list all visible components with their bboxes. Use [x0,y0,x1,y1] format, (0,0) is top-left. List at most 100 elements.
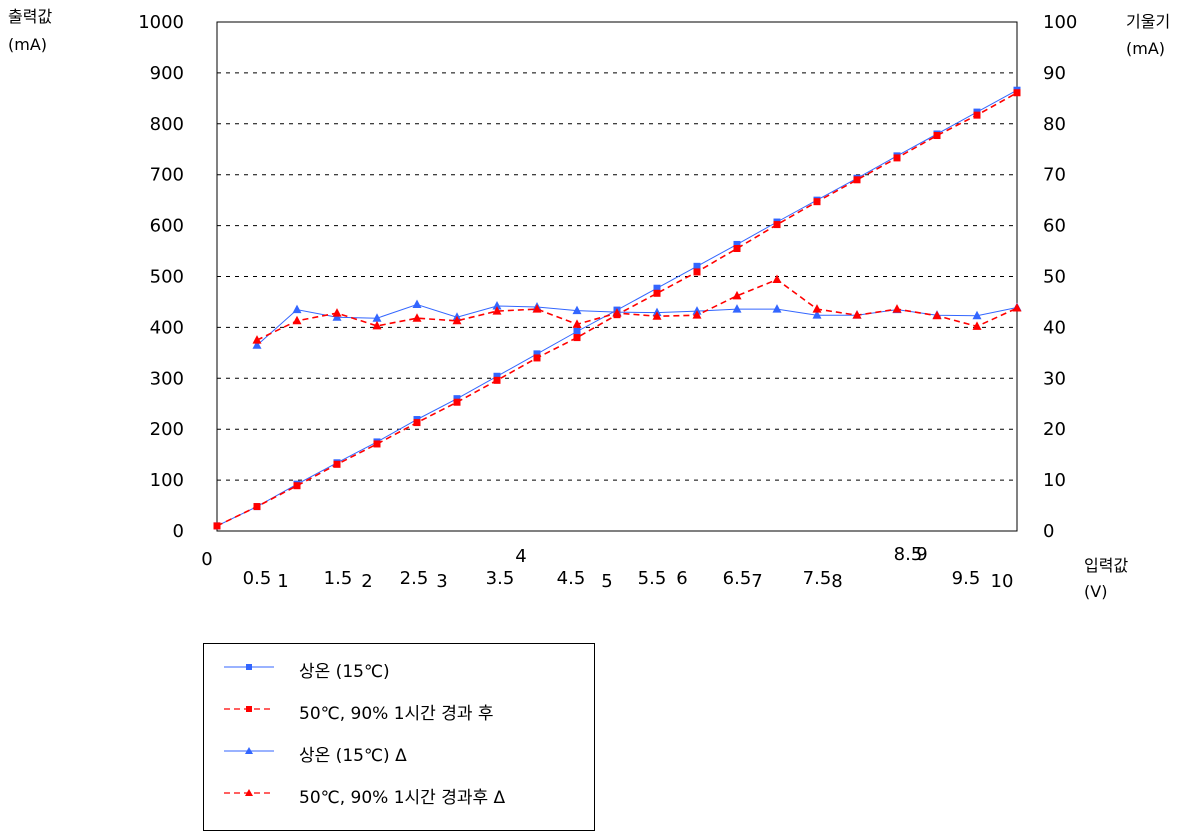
data-point [293,482,301,490]
legend-label: 상온 (15℃) Δ [299,746,407,766]
data-point [733,240,741,248]
series-line [256,303,1018,346]
data-point [893,154,901,162]
data-point [693,262,701,270]
left-tick-label: 800 [150,114,184,135]
series-layer [213,86,1022,530]
legend-item: 50℃, 90% 1시간 경과 후 [204,697,594,724]
right-tick-label: 60 [1043,216,1066,237]
data-point [1012,303,1022,312]
legend-item: 상온 (15℃) Δ [204,739,594,766]
left-tick-label: 100 [150,470,184,491]
data-point [412,299,422,308]
data-point [732,290,742,300]
x-tick-label: 6.5 [723,568,752,589]
series-3 [252,274,1022,344]
left-tick-label: 500 [150,267,184,288]
right-tick-label: 30 [1043,368,1066,389]
left-tick-label: 300 [150,368,184,389]
x-tick-label: 10 [991,571,1014,592]
data-point [733,245,741,253]
legend-swatch-icon [224,664,274,670]
legend-label: 50℃, 90% 1시간 경과 후 [299,704,494,724]
data-point [372,320,382,330]
right-tick-label: 10 [1043,470,1066,491]
data-point [932,310,942,320]
data-point [533,354,541,362]
data-point [373,440,381,448]
x-tick-label: 7.5 [803,568,832,589]
data-point [213,522,221,530]
x-tick-label: 7 [751,571,762,592]
x-axis-ticks: 0 0.5 1 1.5 2 2.5 3 3.54 4.5 5 5.5 6 6.5 7 7.5 8 8.59 9.5… [201,544,1013,592]
x-tick-label: 4 [515,546,526,567]
data-point [413,419,421,427]
legend-swatch-icon [224,789,274,796]
x-axis-title-line2: (V) [1084,582,1107,601]
x-tick-label: 3 [436,571,447,592]
legend-item: 상온 (15℃) [204,655,594,682]
right-tick-label: 80 [1043,114,1066,135]
data-point [692,310,702,319]
legend-swatch-icon [224,706,274,712]
data-point [493,372,501,380]
data-point [1013,89,1021,97]
series-2 [252,299,1022,349]
legend: 상온 (15℃) 50℃, 90% 1시간 경과 후 상온 (15℃) Δ 50… [203,643,595,831]
right-axis-ticks: 0 10 20 30 40 50 60 70 80 90 100 [1043,12,1077,542]
x-tick-label: 1.5 [324,568,353,589]
data-point [652,311,662,320]
data-point [452,315,462,325]
data-point [453,395,461,403]
data-point [412,313,422,322]
data-point [453,398,461,406]
right-axis-title-line1: 기울기 [1126,12,1170,31]
right-tick-label: 100 [1043,12,1077,33]
data-point [853,176,861,184]
data-point [372,313,382,322]
data-point [612,308,622,317]
data-point [493,376,501,384]
x-tick-label: 2 [361,571,372,592]
x-tick-label: 9 [916,544,927,565]
right-tick-label: 90 [1043,63,1066,84]
legend-label: 50℃, 90% 1시간 경과후 Δ [299,788,506,808]
x-tick-label: 6 [676,568,687,589]
left-tick-label: 200 [150,419,184,440]
data-point [972,310,982,320]
x-tick-label: 9.5 [952,568,981,589]
x-tick-label: 8.5 [894,544,923,565]
data-point [292,315,302,325]
data-point [653,289,661,297]
data-point [572,319,582,328]
x-tick-label: 3.5 [486,568,515,589]
x-tick-label: 2.5 [400,568,429,589]
left-axis-title-line1: 출력값 [8,7,52,26]
left-tick-label: 0 [173,521,184,542]
right-tick-label: 20 [1043,419,1066,440]
x-tick-label: 0.5 [243,568,272,589]
data-point [572,305,582,315]
data-point [533,350,541,358]
data-point [972,321,982,330]
data-point [573,334,581,342]
left-tick-label: 900 [150,63,184,84]
right-tick-label: 70 [1043,165,1066,186]
data-point [292,304,302,314]
grid-lines [217,72,1017,481]
data-point [892,304,902,313]
data-point [812,310,822,319]
data-point [772,304,782,313]
data-point [812,304,822,313]
data-point [852,310,862,319]
data-point [333,460,341,468]
data-point [933,132,941,140]
right-tick-label: 40 [1043,317,1066,338]
data-point [772,274,782,284]
right-axis-title-line2: (mA) [1126,39,1165,58]
left-axis-ticks: 0 100 200 300 400 500 600 700 800 900 1000 [138,12,184,542]
data-point [573,327,581,335]
data-point [492,301,502,310]
data-point [773,221,781,229]
